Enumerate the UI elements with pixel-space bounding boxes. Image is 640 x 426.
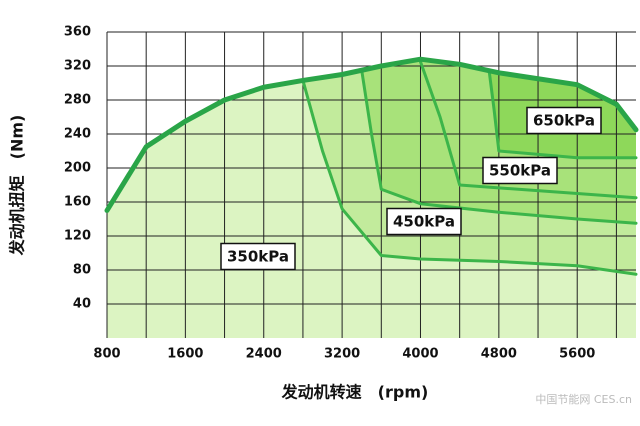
y-axis-title: 发动机扭矩 (Nm) [8,115,27,257]
region-label: 550kPa [489,162,551,180]
y-tick-label: 200 [64,161,91,176]
boundary-line [487,68,638,160]
y-tick-label: 320 [64,59,91,74]
x-tick-label: 3200 [324,347,360,362]
label-box [220,242,296,271]
x-axis-title: 发动机转速 (rpm) [281,383,429,402]
x-tick-label: 800 [93,347,120,362]
boundary-line [301,78,638,276]
x-tick-label: 4000 [402,347,438,362]
label-box [386,207,462,236]
y-tick-label: 160 [64,195,91,210]
y-tick-label: 120 [64,229,91,244]
y-tick-label: 280 [64,93,91,108]
watermark: 中国节能网 CES.cn [535,392,632,406]
y-tick-label: 360 [64,25,91,40]
y-tick-label: 40 [73,297,91,312]
label-box [482,156,558,185]
x-tick-label: 1600 [167,347,203,362]
label-box [526,106,602,135]
x-tick-label: 2400 [246,347,282,362]
y-tick-label: 80 [73,263,91,278]
y-tick-label: 240 [64,127,91,142]
x-tick-label: 4800 [481,347,517,362]
x-tick-label: 5600 [559,347,595,362]
region-label: 350kPa [227,248,289,266]
region-label: 650kPa [533,112,595,130]
region-label: 450kPa [393,213,455,231]
boundary-line [360,68,638,225]
boundary-line [418,60,638,200]
max-torque-line [104,56,639,213]
area [489,59,636,158]
